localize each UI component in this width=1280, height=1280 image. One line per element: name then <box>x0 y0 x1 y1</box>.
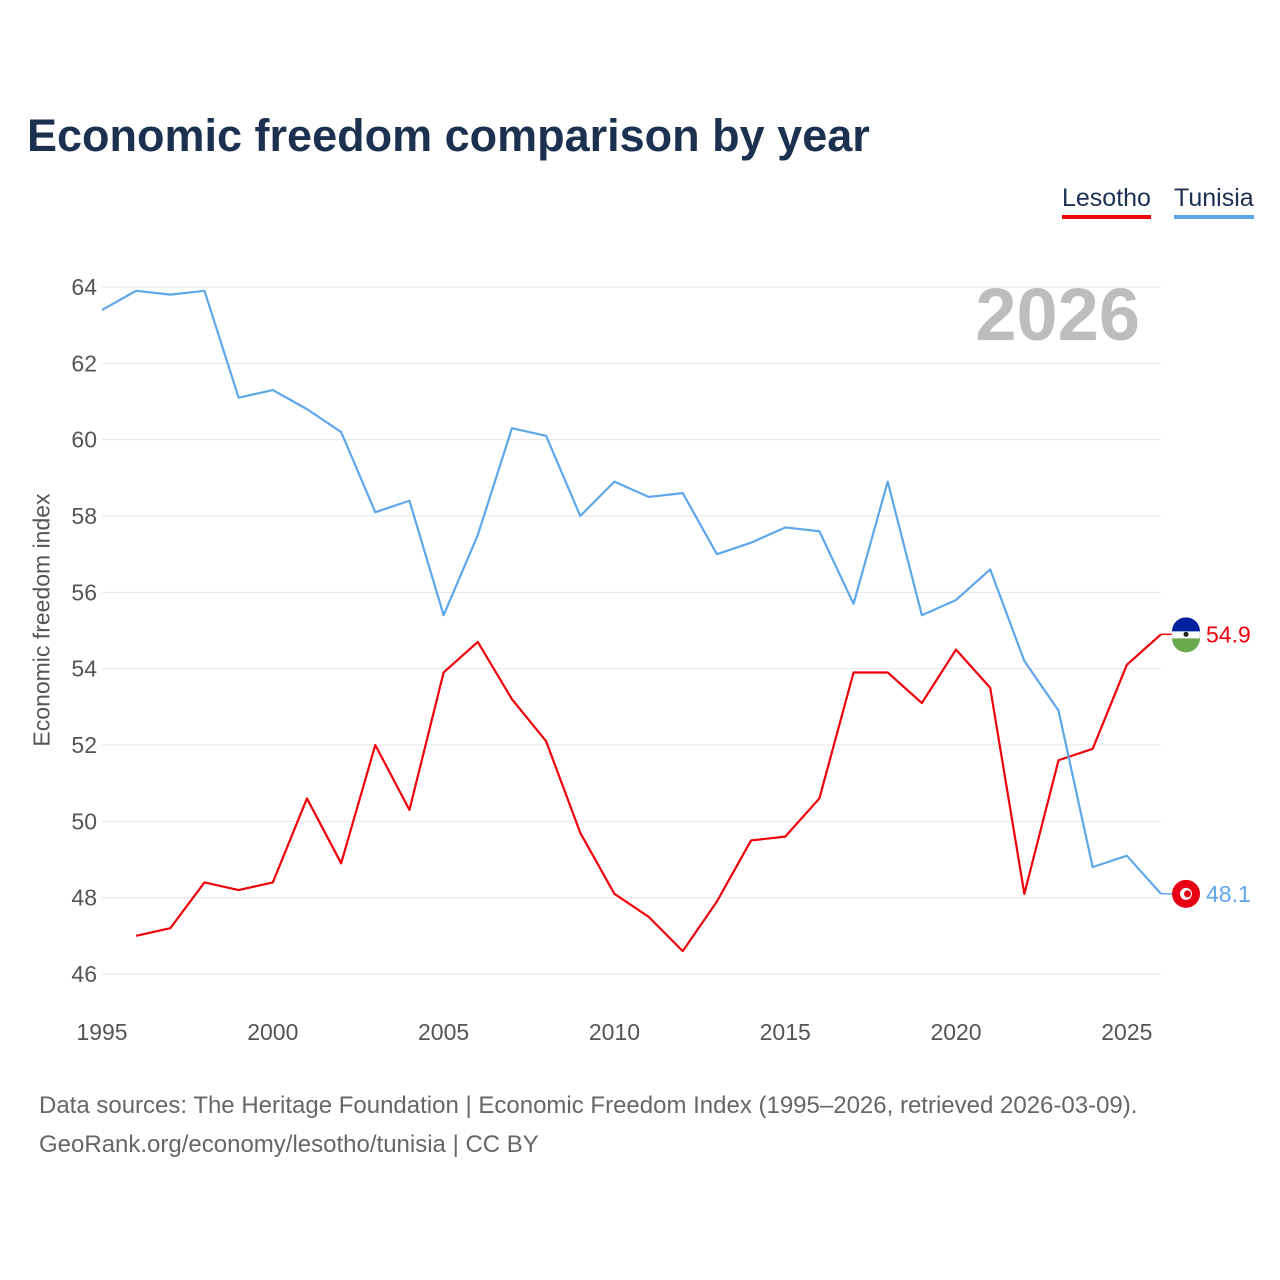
source-line-1: Data sources: The Heritage Foundation | … <box>39 1092 1138 1119</box>
y-tick-label: 62 <box>71 350 97 376</box>
x-tick-label: 1995 <box>76 1019 127 1045</box>
flag-stripe <box>1172 638 1200 653</box>
y-tick-label: 64 <box>71 274 97 300</box>
flag-crescent <box>1184 890 1191 898</box>
y-tick-label: 48 <box>71 885 97 911</box>
y-tick-label: 50 <box>71 808 97 834</box>
end-value-label: 54.9 <box>1206 621 1251 647</box>
legend-tunisia[interactable]: Tunisia <box>1174 184 1254 219</box>
legend-lesotho[interactable]: Lesotho <box>1062 184 1151 219</box>
chart-title: Economic freedom comparison by year <box>27 110 870 161</box>
x-tick-label: 2025 <box>1101 1019 1152 1045</box>
source-line-2: GeoRank.org/economy/lesotho/tunisia | CC… <box>39 1131 539 1158</box>
flag-hat <box>1183 631 1189 637</box>
x-tick-label: 2000 <box>247 1019 298 1045</box>
flag-stripe <box>1172 617 1200 632</box>
y-tick-label: 54 <box>71 656 97 682</box>
y-tick-label: 58 <box>71 503 97 529</box>
y-tick-label: 56 <box>71 579 97 605</box>
x-tick-label: 2010 <box>589 1019 640 1045</box>
series-line-tunisia <box>101 289 1162 895</box>
x-tick-label: 2015 <box>760 1019 811 1045</box>
y-tick-label: 60 <box>71 427 97 453</box>
end-value-label: 48.1 <box>1206 881 1251 907</box>
x-tick-label: 2020 <box>930 1019 981 1045</box>
year-watermark: 2026 <box>975 273 1140 356</box>
series-line-lesotho <box>135 633 1162 953</box>
source-note: Data sources: The Heritage Foundation | … <box>39 1086 1137 1164</box>
y-tick-label: 46 <box>71 961 97 987</box>
y-tick-label: 52 <box>71 732 97 758</box>
x-tick-label: 2005 <box>418 1019 469 1045</box>
